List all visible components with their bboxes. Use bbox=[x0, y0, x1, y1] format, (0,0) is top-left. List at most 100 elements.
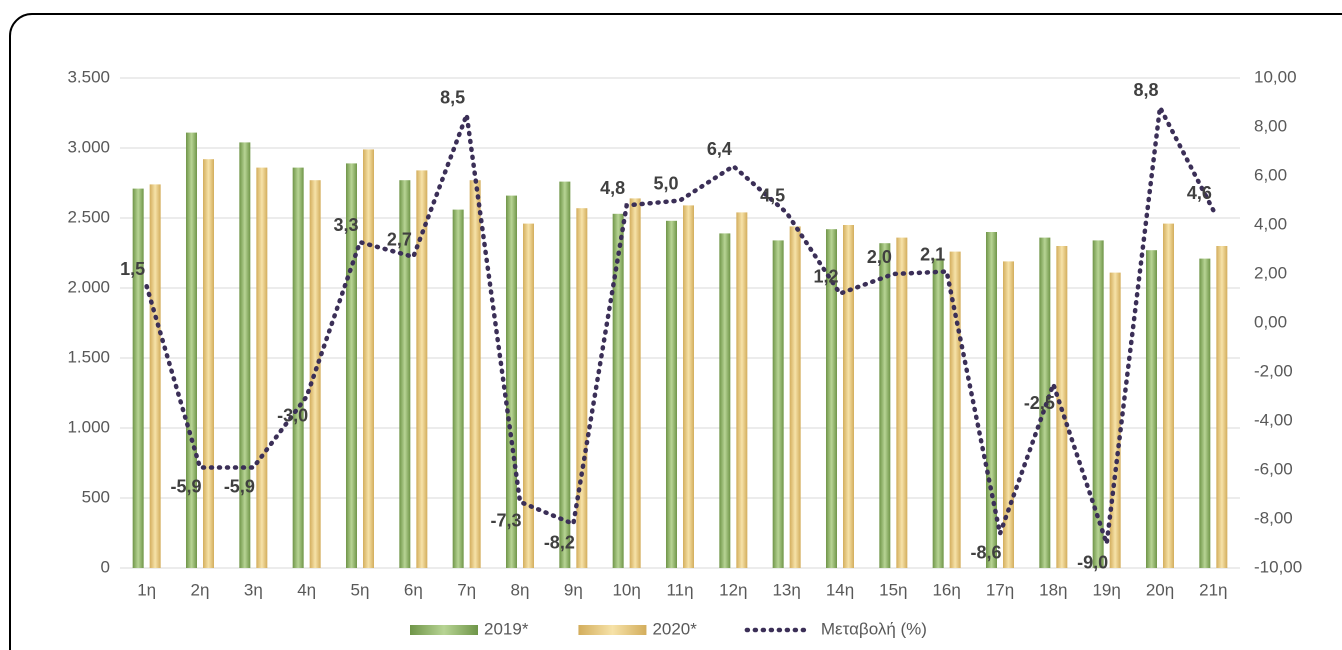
bar bbox=[576, 208, 588, 568]
bar bbox=[346, 163, 357, 568]
y-tick-label: 1.000 bbox=[67, 417, 110, 436]
bar bbox=[559, 181, 571, 568]
data-label: -8,2 bbox=[544, 533, 575, 553]
bar bbox=[506, 195, 517, 568]
x-tick-label: 21η bbox=[1199, 580, 1227, 599]
legend-label: 2020* bbox=[652, 619, 697, 638]
bar bbox=[1092, 240, 1104, 568]
bar bbox=[452, 209, 464, 568]
bar bbox=[203, 159, 214, 568]
data-label: -7,3 bbox=[490, 511, 521, 531]
legend-label: 2019* bbox=[484, 619, 529, 638]
y-tick-label: 2.000 bbox=[67, 277, 110, 296]
data-label: 4,6 bbox=[1187, 183, 1212, 203]
bar bbox=[1109, 272, 1121, 568]
x-tick-label: 9η bbox=[564, 580, 583, 599]
y2-tick-label: -8,00 bbox=[1254, 508, 1293, 527]
bar bbox=[666, 220, 677, 569]
bar bbox=[186, 132, 197, 568]
bar bbox=[256, 167, 268, 568]
bar bbox=[612, 213, 624, 569]
data-label: 2,1 bbox=[920, 244, 945, 264]
data-label: 8,5 bbox=[440, 88, 465, 108]
x-tick-label: 4η bbox=[297, 580, 316, 599]
bar bbox=[523, 223, 534, 568]
bar bbox=[932, 258, 944, 568]
bar bbox=[789, 226, 801, 568]
bar bbox=[1003, 261, 1014, 568]
y-tick-label: 2.500 bbox=[67, 207, 110, 226]
x-tick-label: 2η bbox=[191, 580, 210, 599]
data-label: -5,9 bbox=[224, 476, 255, 496]
bar bbox=[736, 212, 748, 568]
x-tick-label: 10η bbox=[612, 580, 640, 599]
data-label: 4,5 bbox=[760, 186, 785, 206]
x-tick-label: 19η bbox=[1092, 580, 1120, 599]
y2-tick-label: -6,00 bbox=[1254, 459, 1293, 478]
bar bbox=[879, 243, 891, 568]
data-label: 3,3 bbox=[333, 215, 358, 235]
data-label: -2,5 bbox=[1024, 393, 1055, 413]
x-tick-label: 17η bbox=[986, 580, 1014, 599]
y-tick-label: 0 bbox=[101, 557, 110, 576]
x-tick-label: 15η bbox=[879, 580, 907, 599]
y2-tick-label: -4,00 bbox=[1254, 410, 1293, 429]
x-tick-label: 14η bbox=[826, 580, 854, 599]
bar bbox=[1199, 258, 1211, 568]
y-tick-label: 3.000 bbox=[67, 137, 110, 156]
x-tick-label: 8η bbox=[511, 580, 530, 599]
data-label: 6,4 bbox=[707, 139, 732, 159]
x-tick-label: 5η bbox=[351, 580, 370, 599]
bar bbox=[363, 149, 374, 568]
data-label: 4,8 bbox=[600, 178, 625, 198]
y-tick-label: 1.500 bbox=[67, 347, 110, 366]
x-tick-label: 6η bbox=[404, 580, 423, 599]
bar bbox=[772, 240, 784, 568]
data-label: 5,0 bbox=[653, 173, 678, 193]
y2-tick-label: -2,00 bbox=[1254, 361, 1293, 380]
data-label: 2,7 bbox=[387, 230, 412, 250]
line-series bbox=[144, 99, 1216, 545]
data-label: -9,0 bbox=[1077, 552, 1108, 572]
x-tick-label: 20η bbox=[1146, 580, 1174, 599]
data-label: 2,0 bbox=[867, 247, 892, 267]
data-label: 1,5 bbox=[120, 259, 145, 279]
y2-tick-label: 4,00 bbox=[1254, 214, 1287, 233]
bar bbox=[469, 180, 481, 568]
bar bbox=[416, 170, 428, 568]
x-tick-label: 1η bbox=[137, 580, 156, 599]
bar bbox=[719, 233, 731, 568]
bar bbox=[896, 237, 908, 568]
x-tick-label: 11η bbox=[666, 580, 693, 599]
y2-tick-label: -10,00 bbox=[1254, 557, 1302, 576]
legend-swatch bbox=[578, 625, 647, 635]
bar bbox=[1146, 250, 1157, 568]
data-label: 8,8 bbox=[1133, 80, 1158, 100]
x-tick-label: 16η bbox=[932, 580, 960, 599]
bar bbox=[629, 198, 641, 568]
bar bbox=[826, 229, 837, 568]
y2-tick-label: 10,00 bbox=[1254, 67, 1297, 86]
y2-tick-label: 8,00 bbox=[1254, 116, 1287, 135]
bar bbox=[683, 205, 694, 568]
frame bbox=[9, 13, 1342, 650]
data-label: -3,0 bbox=[277, 405, 308, 425]
x-tick-label: 13η bbox=[772, 580, 800, 599]
legend-label: Μεταβολή (%) bbox=[821, 619, 927, 638]
bar bbox=[949, 251, 961, 568]
bar bbox=[149, 184, 161, 568]
y2-tick-label: 2,00 bbox=[1254, 263, 1287, 282]
bar bbox=[1163, 223, 1174, 568]
legend-swatch bbox=[410, 625, 478, 635]
bar bbox=[239, 142, 251, 568]
data-label: 1,2 bbox=[813, 266, 838, 286]
x-tick-label: 18η bbox=[1039, 580, 1067, 599]
bar bbox=[986, 232, 997, 568]
x-tick-label: 12η bbox=[719, 580, 747, 599]
bar bbox=[399, 180, 411, 568]
y-tick-label: 500 bbox=[82, 487, 110, 506]
data-label: -8,6 bbox=[970, 542, 1001, 562]
y2-tick-label: 0,00 bbox=[1254, 312, 1287, 331]
y-tick-label: 3.500 bbox=[67, 67, 110, 86]
